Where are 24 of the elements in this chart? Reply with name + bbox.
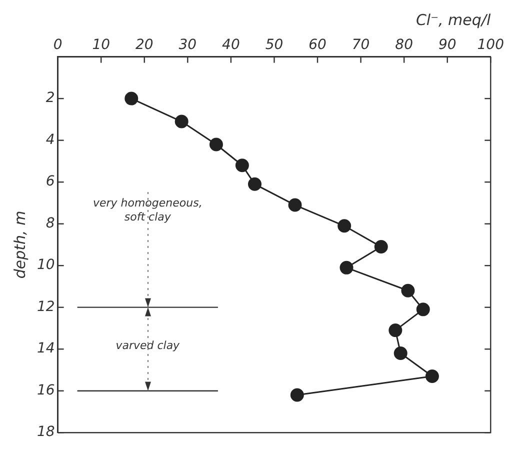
- y-tick-label: 18: [36, 424, 55, 440]
- x-axis-title: Cl⁻, meq/l: [416, 10, 492, 29]
- x-tick-label: 80: [395, 37, 414, 54]
- y-tick-label: 14: [36, 340, 55, 357]
- y-tick-label: 2: [46, 90, 55, 106]
- x-tick-label: 90: [438, 37, 456, 54]
- x-tick-label: 30: [178, 37, 197, 54]
- annotation: varved clay: [116, 339, 180, 352]
- y-axis-title: depth, m: [10, 210, 29, 279]
- x-tick-label: 40: [222, 37, 240, 54]
- y-tick-label: 8: [46, 215, 55, 232]
- x-tick-label: 100: [477, 37, 504, 54]
- x-tick-label: 50: [265, 37, 284, 54]
- x-tick-label: 0: [53, 37, 62, 54]
- y-tick-label: 12: [36, 298, 55, 315]
- x-tick-label: 10: [92, 37, 110, 54]
- y-tick-label: 6: [46, 174, 55, 190]
- annotation: very homogeneous, soft clay: [92, 196, 202, 224]
- y-tick-label: 10: [36, 257, 55, 274]
- x-tick-label: 60: [308, 37, 326, 54]
- y-tick-label: 4: [46, 132, 55, 148]
- x-tick-label: 70: [352, 37, 370, 54]
- y-tick-label: 16: [36, 382, 55, 398]
- x-tick-label: 20: [135, 37, 154, 54]
